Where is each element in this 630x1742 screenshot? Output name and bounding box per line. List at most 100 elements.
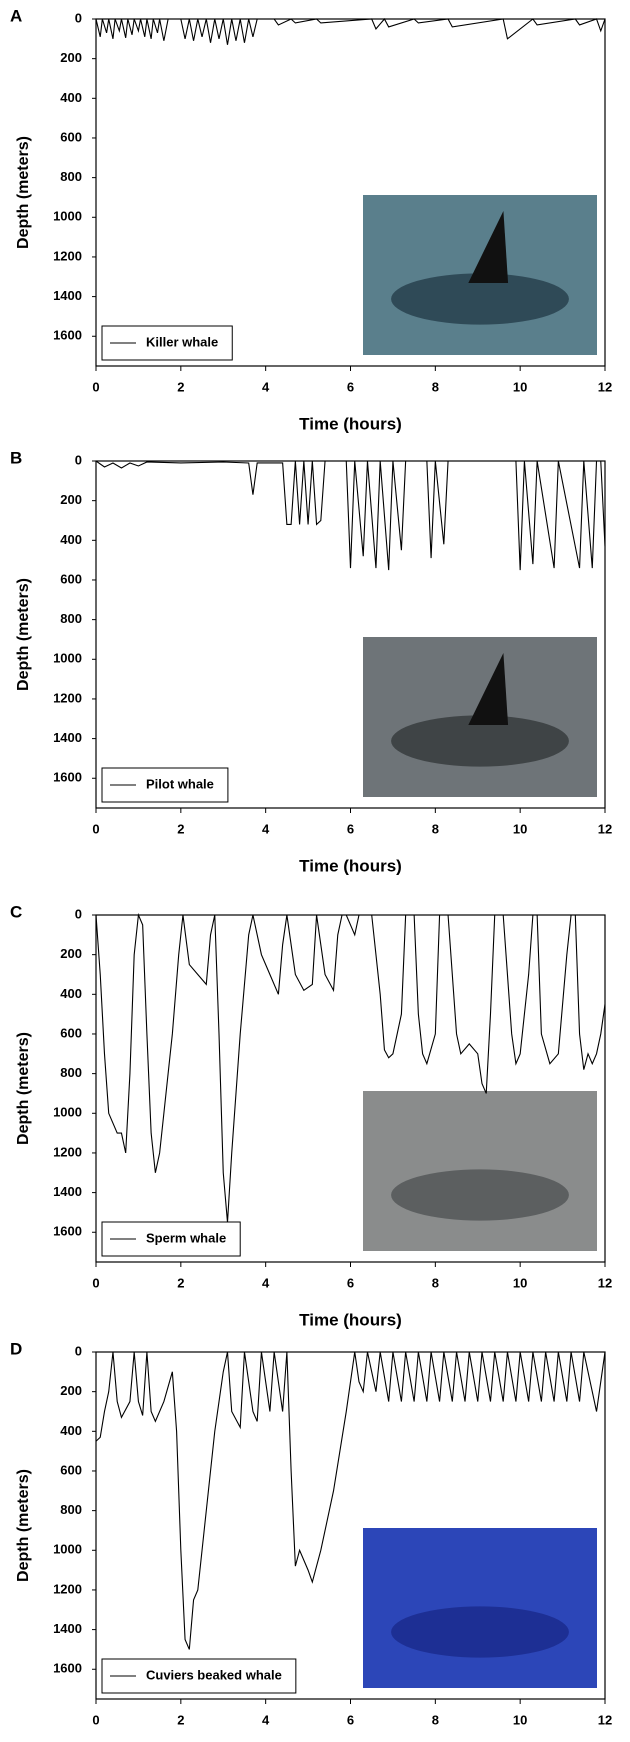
x-tick-label: 0 xyxy=(92,821,99,836)
depth-line xyxy=(95,460,606,571)
y-tick-label: 1000 xyxy=(53,1105,82,1120)
y-tick-label: 0 xyxy=(75,1343,82,1358)
photo-fin xyxy=(468,653,509,725)
x-tick-label: 12 xyxy=(598,821,612,836)
x-axis-label: Time (hours) xyxy=(299,1310,402,1329)
y-tick-label: 200 xyxy=(60,50,82,65)
y-tick-label: 400 xyxy=(60,90,82,105)
y-tick-label: 200 xyxy=(60,1383,82,1398)
y-tick-label: 1200 xyxy=(53,690,82,705)
y-tick-label: 1600 xyxy=(53,770,82,785)
y-tick-label: 600 xyxy=(60,1462,82,1477)
panel: C Depth (meters) Time (hours) 0 200 400 600 800… xyxy=(10,902,612,1329)
x-tick-label: 10 xyxy=(513,379,527,394)
x-tick-label: 0 xyxy=(92,1275,99,1290)
x-tick-label: 0 xyxy=(92,1712,99,1727)
y-tick-label: 1600 xyxy=(53,328,82,343)
y-tick-label: 600 xyxy=(60,129,82,144)
x-tick-label: 4 xyxy=(262,1275,270,1290)
y-tick-label: 200 xyxy=(60,946,82,961)
y-tick-label: 400 xyxy=(60,1423,82,1438)
panel: B Depth (meters) Time (hours) 0 200 400 600 800… xyxy=(10,448,612,875)
photo-inset xyxy=(363,637,597,797)
photo-inset xyxy=(363,1528,597,1688)
x-tick-label: 2 xyxy=(177,379,184,394)
y-axis-label: Depth (meters) xyxy=(15,136,32,249)
photo-animal xyxy=(391,1169,569,1221)
photo-animal xyxy=(391,715,569,767)
panel-label: B xyxy=(10,448,22,467)
y-tick-label: 800 xyxy=(60,169,82,184)
legend: Pilot whale xyxy=(101,767,229,803)
x-tick-label: 4 xyxy=(262,1712,270,1727)
legend-label: Pilot whale xyxy=(146,776,214,791)
plot-frame xyxy=(95,1351,606,1700)
y-tick-label: 400 xyxy=(60,532,82,547)
legend-label: Cuviers beaked whale xyxy=(146,1667,282,1682)
legend-label: Sperm whale xyxy=(146,1230,226,1245)
panel: A Depth (meters) Time (hours) 0 200 400 600 800… xyxy=(10,6,612,433)
y-tick-label: 800 xyxy=(60,1502,82,1517)
photo-fin xyxy=(468,211,509,283)
y-tick-label: 0 xyxy=(75,906,82,921)
plot-frame xyxy=(95,914,606,1263)
x-tick-label: 12 xyxy=(598,1712,612,1727)
y-tick-label: 1400 xyxy=(53,288,82,303)
y-tick-label: 200 xyxy=(60,492,82,507)
x-tick-label: 10 xyxy=(513,1712,527,1727)
x-tick-label: 6 xyxy=(347,379,354,394)
panel-label: D xyxy=(10,1339,22,1358)
y-tick-label: 1000 xyxy=(53,209,82,224)
plot-frame xyxy=(95,18,606,367)
y-tick-label: 600 xyxy=(60,571,82,586)
depth-line xyxy=(95,18,606,45)
plot-frame xyxy=(95,460,606,809)
photo-inset xyxy=(363,195,597,355)
legend: Sperm whale xyxy=(101,1221,241,1257)
x-tick-label: 2 xyxy=(177,1712,184,1727)
y-axis-label: Depth (meters) xyxy=(15,1469,32,1582)
x-axis-label: Time (hours) xyxy=(299,856,402,875)
x-tick-label: 6 xyxy=(347,1275,354,1290)
x-tick-label: 2 xyxy=(177,821,184,836)
x-tick-label: 8 xyxy=(432,379,439,394)
x-tick-label: 8 xyxy=(432,821,439,836)
y-tick-label: 1200 xyxy=(53,1581,82,1596)
x-tick-label: 12 xyxy=(598,1275,612,1290)
x-tick-label: 8 xyxy=(432,1712,439,1727)
y-tick-label: 1400 xyxy=(53,1621,82,1636)
x-tick-label: 12 xyxy=(598,379,612,394)
y-tick-label: 1600 xyxy=(53,1661,82,1676)
x-tick-label: 6 xyxy=(347,821,354,836)
y-tick-label: 0 xyxy=(75,452,82,467)
x-tick-label: 6 xyxy=(347,1712,354,1727)
x-tick-label: 2 xyxy=(177,1275,184,1290)
y-tick-label: 1400 xyxy=(53,1184,82,1199)
x-axis-label: Time (hours) xyxy=(299,414,402,433)
y-tick-label: 1200 xyxy=(53,1144,82,1159)
y-tick-label: 0 xyxy=(75,10,82,25)
depth-line xyxy=(95,1351,606,1650)
y-tick-label: 600 xyxy=(60,1025,82,1040)
x-tick-label: 4 xyxy=(262,821,270,836)
x-tick-label: 4 xyxy=(262,379,270,394)
y-axis-label: Depth (meters) xyxy=(15,578,32,691)
photo-inset xyxy=(363,1091,597,1251)
y-axis-label: Depth (meters) xyxy=(15,1032,32,1145)
y-tick-label: 1000 xyxy=(53,1542,82,1557)
y-tick-label: 1000 xyxy=(53,651,82,666)
y-tick-label: 800 xyxy=(60,1065,82,1080)
legend: Killer whale xyxy=(101,325,233,361)
photo-animal xyxy=(391,1606,569,1658)
x-tick-label: 10 xyxy=(513,821,527,836)
y-tick-label: 800 xyxy=(60,611,82,626)
x-tick-label: 8 xyxy=(432,1275,439,1290)
x-tick-label: 10 xyxy=(513,1275,527,1290)
x-tick-label: 0 xyxy=(92,379,99,394)
legend: Cuviers beaked whale xyxy=(101,1658,297,1694)
y-tick-label: 1600 xyxy=(53,1224,82,1239)
panel-label: C xyxy=(10,902,22,921)
y-tick-label: 1400 xyxy=(53,730,82,745)
panel-label: A xyxy=(10,6,22,25)
